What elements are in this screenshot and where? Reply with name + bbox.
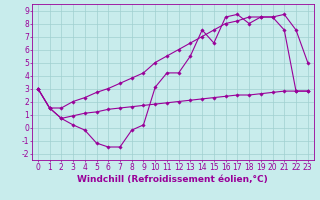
X-axis label: Windchill (Refroidissement éolien,°C): Windchill (Refroidissement éolien,°C): [77, 175, 268, 184]
